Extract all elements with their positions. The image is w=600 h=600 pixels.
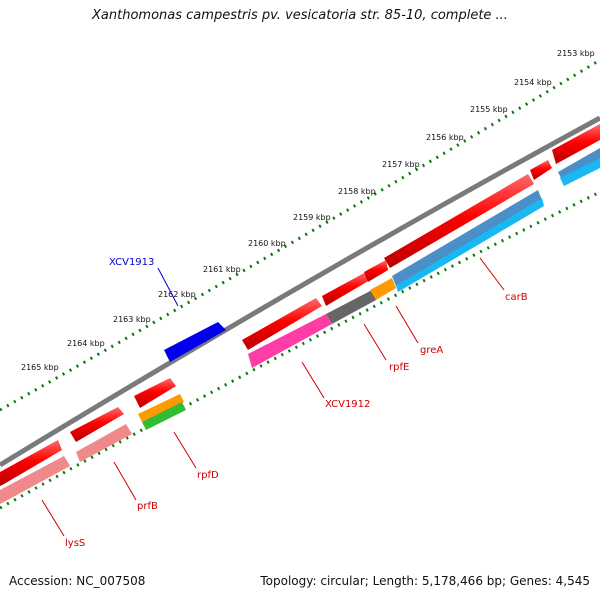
gene-labels: XCV1913 carB greA rpfE XCV1912 rpfD prfB… <box>65 257 528 549</box>
cds-carb-cyan <box>396 198 544 292</box>
tick-label: 2156 kbp <box>426 133 464 142</box>
cds-right-steel <box>558 148 600 180</box>
tick-label: 2153 kbp <box>557 49 595 58</box>
gene-label-xcv1913: XCV1913 <box>109 257 154 268</box>
cds-lyss <box>0 456 70 504</box>
callout-line <box>479 257 505 291</box>
gene-label-prfb: prfB <box>137 501 158 512</box>
tick-label: 2162 kbp <box>158 290 196 299</box>
inner-dotted-arc <box>0 190 600 510</box>
map-title: Xanthomonas campestris pv. vesicatoria s… <box>92 8 508 23</box>
cds-carb-steel <box>392 190 542 286</box>
scale-arc <box>0 58 600 412</box>
cds-prfb <box>76 424 132 462</box>
accession-text: Accession: NC_007508 <box>9 574 146 588</box>
tick-label: 2164 kbp <box>67 339 105 348</box>
tick-label: 2165 kbp <box>21 363 59 372</box>
tick-label: 2161 kbp <box>203 265 241 274</box>
gene-xcv1913-arrow <box>164 322 226 362</box>
tick-label: 2160 kbp <box>248 239 286 248</box>
cds-track-lower <box>0 148 600 504</box>
callout-line <box>301 361 325 399</box>
callout-lines <box>41 257 505 537</box>
tick-label: 2154 kbp <box>514 78 552 87</box>
cds-rpfd-green <box>142 402 186 430</box>
tick-label: 2158 kbp <box>338 187 376 196</box>
gene-arrow <box>552 124 600 164</box>
callout-line <box>363 323 387 361</box>
cds-rpfe <box>326 290 376 324</box>
gene-arrow <box>242 298 322 350</box>
gene-label-grea: greA <box>420 345 443 356</box>
gene-label-rpfe: rpfE <box>389 362 409 373</box>
summary-text: Topology: circular; Length: 5,178,466 bp… <box>260 574 590 588</box>
gene-arrow <box>364 260 388 282</box>
gene-arrow <box>530 160 552 180</box>
gene-arrow <box>134 378 176 408</box>
tick-label: 2157 kbp <box>382 160 420 169</box>
gene-arrow <box>70 407 124 442</box>
tick-label: 2163 kbp <box>113 315 151 324</box>
callout-line <box>157 267 179 307</box>
cds-right-cyan <box>560 158 600 186</box>
gene-arrow <box>0 440 62 486</box>
callout-line <box>41 499 65 537</box>
tick-label: 2155 kbp <box>470 105 508 114</box>
tick-label: 2159 kbp <box>293 213 331 222</box>
tick-labels: 2153 kbp 2154 kbp 2155 kbp 2156 kbp 2157… <box>21 49 595 372</box>
callout-line <box>113 461 137 501</box>
gene-track-upper <box>0 124 600 486</box>
gene-arrow <box>384 174 534 268</box>
callout-line <box>395 305 419 344</box>
gene-label-lyss: lysS <box>65 538 85 549</box>
gene-arrow <box>322 272 370 306</box>
callout-line <box>173 431 197 469</box>
genome-backbone <box>0 115 600 468</box>
cds-grea <box>370 278 396 300</box>
gene-label-xcv1912: XCV1912 <box>325 399 370 410</box>
gene-label-rpfd: rpfD <box>197 470 219 481</box>
cds-rpfd-orange <box>138 394 184 422</box>
cds-xcv1912 <box>248 314 332 368</box>
gene-label-carb: carB <box>505 292 528 303</box>
